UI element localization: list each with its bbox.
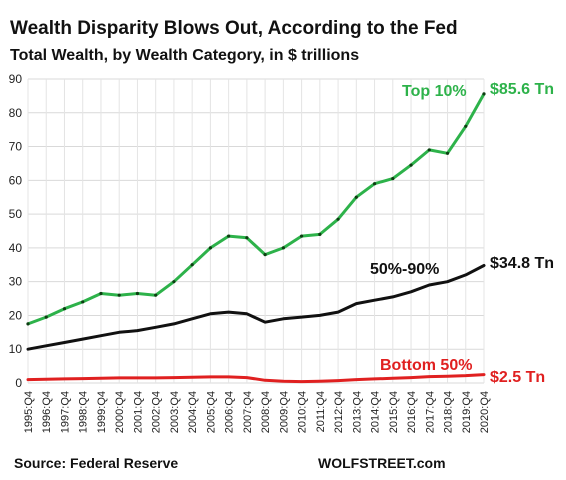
x-tick-label: 2020:Q4 <box>479 391 491 433</box>
series-point <box>427 148 431 152</box>
x-tick-label: 2000:Q4 <box>114 391 126 433</box>
series-point <box>190 263 194 267</box>
x-tick-label: 2005:Q4 <box>205 391 217 433</box>
series-point <box>245 236 249 240</box>
x-tick-label: 1996:Q4 <box>41 391 53 433</box>
x-tick-label: 2018:Q4 <box>443 391 455 433</box>
x-tick-label: 2019:Q4 <box>461 391 473 433</box>
series-point <box>44 315 48 319</box>
y-axis: 0 10 20 30 40 50 60 70 80 90 <box>9 72 23 390</box>
x-tick-label: 2013:Q4 <box>351 391 363 433</box>
y-tick-label: 50 <box>9 207 23 221</box>
x-tick-label: 2012:Q4 <box>333 391 345 433</box>
series-point <box>281 246 285 250</box>
series-line-1 <box>26 264 486 351</box>
series-point <box>81 300 85 304</box>
series-name-label: Top 10% <box>402 83 467 100</box>
x-tick-label: 2014:Q4 <box>370 391 382 433</box>
x-tick-label: 1995:Q4 <box>23 391 35 433</box>
series-point <box>135 291 140 296</box>
series-point <box>208 246 212 250</box>
x-tick-label: 2003:Q4 <box>169 391 181 433</box>
series-labels: Top 10% $85.6 Tn 50%-90% $34.8 Tn Bottom 50%… <box>370 81 554 386</box>
series-point <box>354 195 358 199</box>
x-tick-label: 2010:Q4 <box>297 391 309 433</box>
series-line-2 <box>26 373 486 384</box>
y-tick-label: 40 <box>9 241 23 255</box>
x-tick-label: 2006:Q4 <box>224 391 236 433</box>
series-point <box>336 217 340 221</box>
y-tick-label: 90 <box>9 72 23 86</box>
series-name-label: 50%-90% <box>370 261 439 278</box>
x-tick-label: 2002:Q4 <box>151 391 163 433</box>
y-tick-label: 10 <box>9 342 23 356</box>
series-end-value-label: $34.8 Tn <box>490 255 554 272</box>
series-point <box>154 293 158 297</box>
y-tick-label: 80 <box>9 106 23 120</box>
series-point <box>300 234 304 238</box>
chart-title: Wealth Disparity Blows Out, According to… <box>10 18 458 39</box>
x-tick-label: 2009:Q4 <box>278 391 290 433</box>
y-tick-label: 0 <box>15 376 22 390</box>
series-end-value-label: $85.6 Tn <box>490 81 554 98</box>
series-point <box>227 234 231 238</box>
series-point <box>172 280 176 284</box>
series-point <box>409 163 413 167</box>
series-point <box>445 151 450 155</box>
series-name-label: Bottom 50% <box>380 357 472 374</box>
grid-lines <box>27 78 485 384</box>
series-point <box>318 232 322 236</box>
x-tick-label: 2007:Q4 <box>242 391 254 433</box>
x-tick-label: 1997:Q4 <box>59 391 71 433</box>
x-tick-label: 1998:Q4 <box>78 391 90 433</box>
source-note: Source: Federal Reserve <box>14 455 178 471</box>
chart-subtitle: Total Wealth, by Wealth Category, in $ t… <box>10 47 359 64</box>
series-point <box>263 253 267 257</box>
x-tick-label: 1999:Q4 <box>96 391 108 433</box>
x-tick-label: 2004:Q4 <box>187 391 199 433</box>
brand-mark: WOLFSTREET.com <box>318 455 446 471</box>
y-tick-label: 70 <box>9 140 23 154</box>
x-tick-label: 2015:Q4 <box>388 391 400 433</box>
x-tick-label: 2008:Q4 <box>260 391 272 433</box>
x-tick-label: 2001:Q4 <box>132 391 144 433</box>
series-point <box>62 307 67 311</box>
x-axis: 1995:Q4 1996:Q4 1997:Q4 1998:Q4 1999:Q4 2000:… <box>23 391 491 433</box>
y-tick-label: 30 <box>9 275 23 289</box>
x-tick-label: 2016:Q4 <box>406 391 418 433</box>
series-point <box>117 293 121 297</box>
series-point <box>391 177 395 181</box>
x-tick-label: 2017:Q4 <box>424 391 436 433</box>
x-tick-label: 2011:Q4 <box>315 391 327 432</box>
series-point <box>464 124 468 128</box>
series-point <box>26 322 30 326</box>
y-tick-label: 20 <box>9 308 23 322</box>
series-end-value-label: $2.5 Tn <box>490 369 545 386</box>
series-point <box>482 92 486 96</box>
series-line-0 <box>26 92 486 326</box>
series-lines <box>26 92 486 384</box>
y-tick-label: 60 <box>9 173 23 187</box>
series-point <box>372 182 377 186</box>
series-point <box>99 291 103 296</box>
